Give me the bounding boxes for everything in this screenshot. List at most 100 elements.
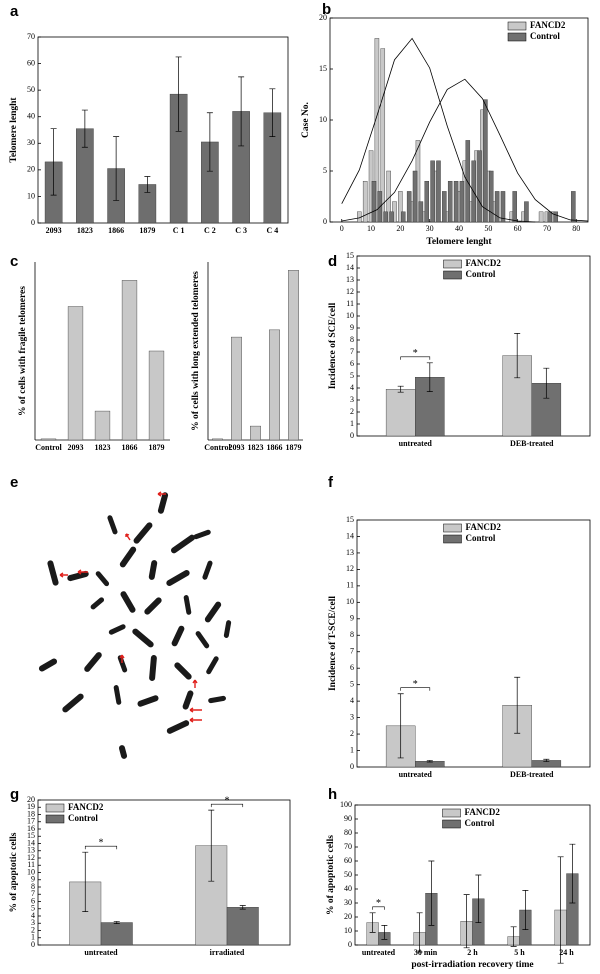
y-tick-label: 0 (323, 217, 327, 226)
panel-letter: a (10, 3, 19, 20)
y-tick-label: 8 (350, 630, 354, 639)
histogram-bar (483, 99, 488, 223)
legend-swatch (443, 270, 462, 280)
y-tick-label: 5 (323, 166, 327, 175)
histogram-bar (371, 180, 377, 223)
y-tick-label: 0 (350, 762, 354, 771)
panel-letter: d (328, 253, 337, 270)
y-tick-label: 0 (350, 431, 354, 440)
legend-swatch (442, 819, 461, 829)
histogram-bar (488, 170, 494, 223)
error-bar (397, 385, 404, 393)
error-bar (510, 926, 517, 947)
panel-letter: b (322, 1, 331, 18)
plot-frame (356, 255, 591, 437)
legend-swatch (442, 808, 461, 818)
error-bar (463, 894, 470, 949)
bar (94, 410, 111, 441)
y-tick-label: 10 (346, 597, 354, 606)
y-tick-label: 10 (344, 926, 352, 935)
error-bar (514, 333, 521, 379)
x-axis-label: Telomere lenght (426, 237, 492, 247)
histogram-bar (465, 140, 471, 223)
x-tick-label: 1879 (149, 443, 165, 452)
panel-letter: c (10, 253, 18, 270)
y-tick-label: 14 (27, 838, 35, 847)
error-bar (81, 109, 88, 148)
x-tick-label: C 2 (204, 226, 216, 235)
bar (231, 336, 242, 441)
y-tick-label: 9 (350, 323, 354, 332)
bar (100, 922, 133, 946)
y-tick-label: 13 (346, 548, 354, 557)
x-tick-label: 1879 (139, 226, 155, 235)
y-tick-label: 3 (31, 918, 35, 927)
legend-label: FANCD2 (466, 522, 502, 532)
y-axis-label: Incidence of SCE/cell (328, 302, 338, 389)
histogram-bar (538, 211, 544, 223)
y-tick-label: 40 (27, 112, 35, 121)
x-tick-label: untreated (399, 439, 433, 448)
histogram-bar (477, 150, 482, 223)
y-tick-label: 20 (27, 165, 35, 174)
x-tick-label: 2093 (46, 226, 62, 235)
x-tick-label: untreated (84, 948, 118, 957)
error-bar (208, 809, 215, 882)
y-tick-label: 11 (27, 860, 35, 869)
error-bar (557, 856, 564, 964)
error-bar (144, 176, 151, 193)
x-tick-label: Control (35, 443, 62, 452)
error-bar (369, 912, 376, 933)
bar (148, 350, 165, 441)
legend-swatch (45, 814, 65, 824)
x-tick-label: 1823 (77, 226, 93, 235)
error-bar (113, 136, 120, 201)
error-bar (569, 843, 576, 904)
panel-letter: f (328, 474, 334, 491)
x-tick-label: 20 (396, 224, 404, 233)
y-tick-label: 10 (346, 311, 354, 320)
y-tick-label: 0 (31, 940, 35, 949)
error-bar (426, 362, 433, 392)
y-tick-label: 20 (27, 795, 35, 804)
error-bar (426, 760, 433, 763)
bar (226, 907, 259, 946)
y-tick-label: 0 (348, 940, 352, 949)
x-tick-label: 40 (455, 224, 463, 233)
y-tick-label: 90 (344, 814, 352, 823)
histogram-bar (374, 38, 380, 223)
y-tick-label: 6 (31, 896, 35, 905)
x-tick-label: 5 h (514, 948, 525, 957)
y-tick-label: 2 (350, 407, 354, 416)
annotation: * (225, 795, 230, 806)
histogram-bar (459, 180, 465, 223)
y-tick-label: 12 (27, 853, 35, 862)
y-tick-label: 12 (346, 287, 354, 296)
significance-bracket (210, 803, 244, 808)
y-tick-label: 70 (27, 32, 35, 41)
y-tick-label: 8 (31, 882, 35, 891)
error-bar (82, 851, 89, 912)
error-bar (269, 88, 276, 137)
histogram-bar (453, 180, 459, 223)
y-tick-label: 30 (27, 138, 35, 147)
y-tick-label: 10 (319, 115, 327, 124)
error-bar (238, 76, 245, 147)
y-tick-label: 15 (319, 64, 327, 73)
y-tick-label: 1 (350, 419, 354, 428)
y-tick-label: 3 (350, 395, 354, 404)
y-tick-label: 7 (350, 347, 354, 356)
histogram-bar (380, 48, 386, 223)
y-tick-label: 20 (319, 13, 327, 22)
x-tick-label: 80 (572, 224, 580, 233)
x-tick-label: 1866 (108, 226, 124, 235)
x-tick-label: 10 (367, 224, 375, 233)
y-tick-label: 50 (27, 85, 35, 94)
y-tick-label: 60 (27, 58, 35, 67)
y-tick-label: 100 (340, 800, 352, 809)
y-tick-label: 9 (31, 875, 35, 884)
y-tick-label: 19 (27, 802, 35, 811)
y-axis-label: Case No. (301, 102, 311, 138)
y-tick-label: 13 (346, 275, 354, 284)
